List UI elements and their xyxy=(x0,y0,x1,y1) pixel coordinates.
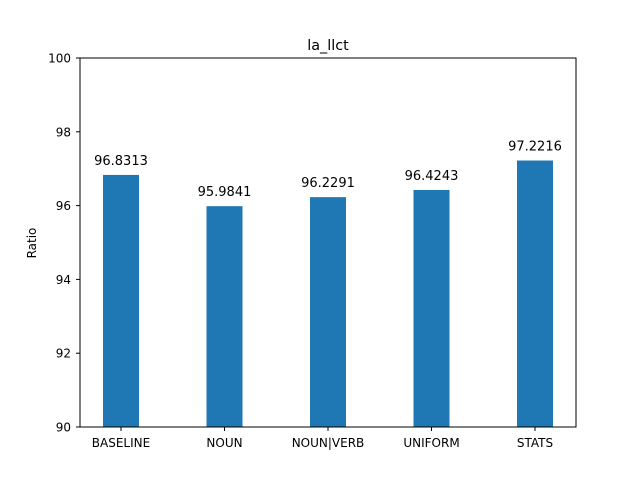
y-tick-label: 100 xyxy=(48,52,71,66)
bar-stats xyxy=(517,160,553,428)
x-tick-label: UNIFORM xyxy=(403,436,459,450)
plot-frame xyxy=(79,57,577,428)
bar-uniform xyxy=(413,189,450,427)
y-tick-label: 90 xyxy=(56,421,71,435)
bar-noun-verb xyxy=(310,197,346,427)
value-label: 95.9841 xyxy=(198,185,252,200)
value-label: 97.2216 xyxy=(508,140,562,155)
y-tick-label: 94 xyxy=(56,273,71,287)
value-label: 96.8313 xyxy=(94,154,148,169)
x-tick-label: BASELINE xyxy=(92,436,150,450)
bar-baseline xyxy=(103,174,139,427)
value-labels-layer: 96.8313 95.9841 96.2291 96.4243 97.2216 xyxy=(94,140,562,201)
x-tick-label: NOUN xyxy=(206,436,242,450)
value-label: 96.2291 xyxy=(301,176,355,191)
y-axis-label: Ratio xyxy=(25,228,39,259)
chart-title: la_llct xyxy=(307,38,349,54)
axes-layer: BASELINE NOUN NOUN|VERB UNIFORM STATS 90 92 94 9… xyxy=(48,52,577,450)
y-tick-label: 98 xyxy=(56,125,71,139)
y-tick-label: 96 xyxy=(56,199,71,213)
y-tick-label: 92 xyxy=(56,347,71,361)
x-tick-label: NOUN|VERB xyxy=(292,436,365,450)
x-tick-label: STATS xyxy=(517,436,553,450)
bars-layer xyxy=(103,160,553,428)
bar-noun xyxy=(206,206,243,427)
value-label: 96.4243 xyxy=(405,169,459,184)
